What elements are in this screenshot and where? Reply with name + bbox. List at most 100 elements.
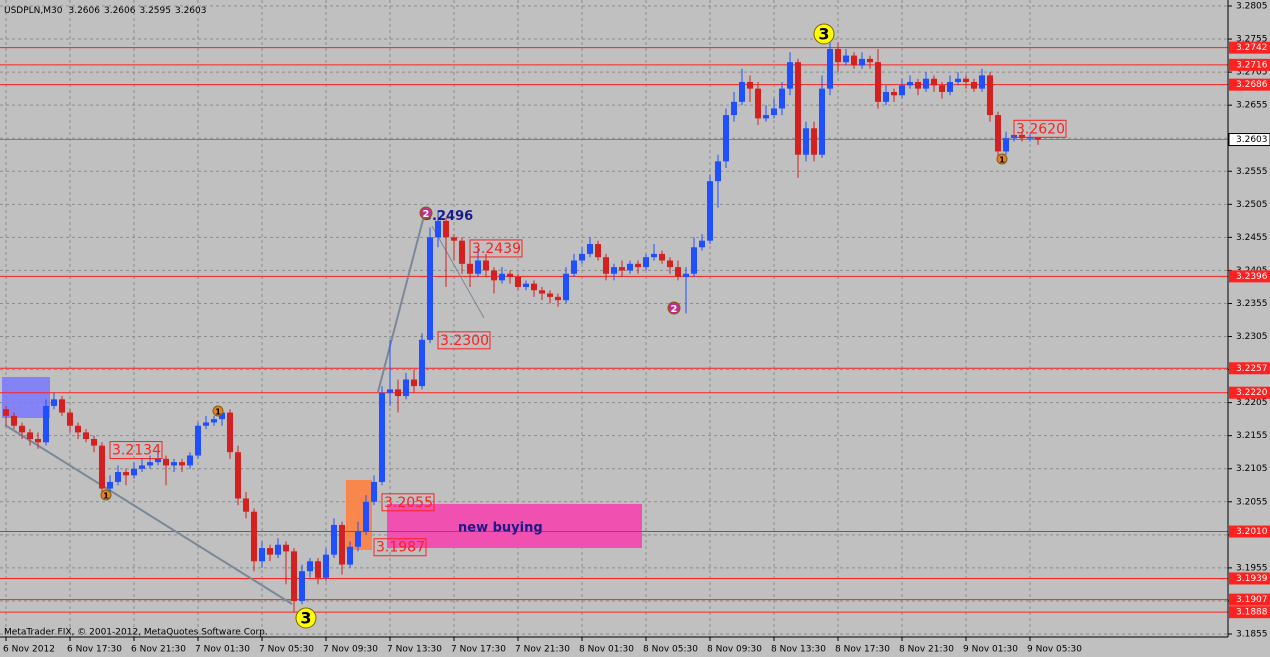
candle-body: [99, 445, 105, 489]
x-tick-label: 7 Nov 01:30: [195, 645, 250, 655]
candle-body: [595, 243, 601, 258]
x-tick-label: 9 Nov 01:30: [963, 645, 1018, 655]
axes: 3.18553.19053.19553.20053.20553.21053.21…: [3, 2, 1270, 655]
candle-body: [139, 465, 145, 469]
x-tick-label: 8 Nov 13:30: [771, 645, 826, 655]
level-tag: [1229, 386, 1270, 399]
x-tick-label: 8 Nov 09:30: [707, 645, 762, 655]
candle-body: [939, 85, 945, 92]
candle-body: [811, 128, 817, 155]
ohlc-high: 3.2606: [104, 6, 136, 16]
candle-body: [875, 62, 881, 102]
price-label: 3.1987: [376, 540, 425, 556]
y-tick-label: 3.2705: [1236, 68, 1268, 78]
wave-marker: [813, 23, 835, 45]
candle-body: [1003, 138, 1009, 152]
candle-body: [323, 554, 329, 578]
footer: MetaTrader FIX, © 2001-2012, MetaQuotes …: [4, 628, 268, 638]
zone-label: new buying: [458, 521, 543, 536]
candle-body: [123, 472, 129, 476]
price-label: 3.2300: [440, 333, 489, 349]
candle-body: [459, 240, 465, 264]
grid: [0, 0, 1228, 637]
candle-body: [859, 58, 865, 66]
candle-body: [555, 296, 561, 301]
annotations: 3.2134 3.2300 3.2439 3.2055 3.1987 3.2620 3.24…: [100, 23, 1067, 629]
candle-body: [467, 263, 473, 274]
candle-body: [451, 237, 457, 241]
wave-marker: [996, 153, 1008, 165]
candle-body: [731, 101, 737, 116]
candle-body: [307, 561, 313, 572]
candle-body: [499, 273, 505, 281]
candle-body: [235, 452, 241, 499]
candle-body: [219, 412, 225, 420]
candle-body: [43, 405, 49, 443]
y-tick-label: 3.2305: [1236, 332, 1268, 342]
price-label: 3.2134: [112, 443, 161, 459]
candle-body: [707, 181, 713, 241]
candle-body: [539, 290, 545, 294]
level-tag: [1229, 270, 1270, 283]
candle-body: [883, 91, 889, 102]
candle-body: [483, 260, 489, 271]
candle-body: [659, 253, 665, 261]
candle-body: [331, 524, 337, 555]
y-tick-label: 3.2755: [1236, 35, 1268, 45]
wave-label: 2: [423, 209, 430, 220]
y-tick-label: 3.2505: [1236, 200, 1268, 210]
candle-body: [819, 88, 825, 155]
candle-body: [699, 240, 705, 248]
y-tick-label: 3.2105: [1236, 464, 1268, 474]
candle-body: [995, 115, 1001, 152]
candle-body: [987, 75, 993, 116]
pink-zone: [387, 504, 642, 548]
candle-body: [635, 263, 641, 268]
level-tag: [1229, 525, 1270, 538]
x-tick-label: 6 Nov 21:30: [131, 645, 186, 655]
price-label: 3.2620: [1016, 121, 1065, 137]
candle-body: [963, 78, 969, 83]
level-label: 3.2220: [1236, 388, 1268, 398]
candle-body: [931, 78, 937, 86]
candle-body: [355, 531, 361, 547]
wave-marker: [295, 607, 317, 629]
candle-body: [971, 82, 977, 89]
level-label: 3.2716: [1236, 60, 1268, 70]
x-tick-label: 8 Nov 05:30: [643, 645, 698, 655]
candle-body: [1027, 137, 1033, 139]
candle-body: [195, 425, 201, 456]
candle-body: [835, 48, 841, 63]
symbol: USDPLN,M30: [4, 6, 63, 16]
level-tag: [1229, 572, 1270, 585]
level-label: 3.1939: [1236, 574, 1268, 584]
wave-label: 3: [300, 609, 311, 628]
candle-body: [395, 389, 401, 397]
candle-body: [411, 379, 417, 387]
candle-body: [723, 115, 729, 162]
candle-body: [587, 243, 593, 254]
y-tick-label: 3.2055: [1236, 497, 1268, 507]
price-box: [373, 538, 427, 557]
candle-body: [11, 415, 17, 426]
candle-body: [427, 237, 433, 340]
candle-body: [915, 82, 921, 89]
candle-body: [667, 260, 673, 268]
candle-body: [523, 283, 529, 287]
level-tag: [1229, 362, 1270, 375]
candle-body: [1019, 134, 1025, 139]
candle-body: [795, 62, 801, 155]
price-box: [1013, 119, 1067, 138]
x-tick-label: 9 Nov 05:30: [1027, 645, 1082, 655]
x-tick-label: 7 Nov 21:30: [515, 645, 570, 655]
x-tick-label: 8 Nov 01:30: [579, 645, 634, 655]
candle-body: [923, 78, 929, 89]
level-label: 3.2257: [1236, 364, 1268, 374]
candle-body: [347, 546, 353, 565]
wave-marker: [419, 206, 433, 220]
x-tick-label: 8 Nov 17:30: [835, 645, 890, 655]
candle-body: [675, 267, 681, 278]
y-tick-label: 3.1955: [1236, 563, 1268, 573]
candle-body: [515, 277, 521, 287]
